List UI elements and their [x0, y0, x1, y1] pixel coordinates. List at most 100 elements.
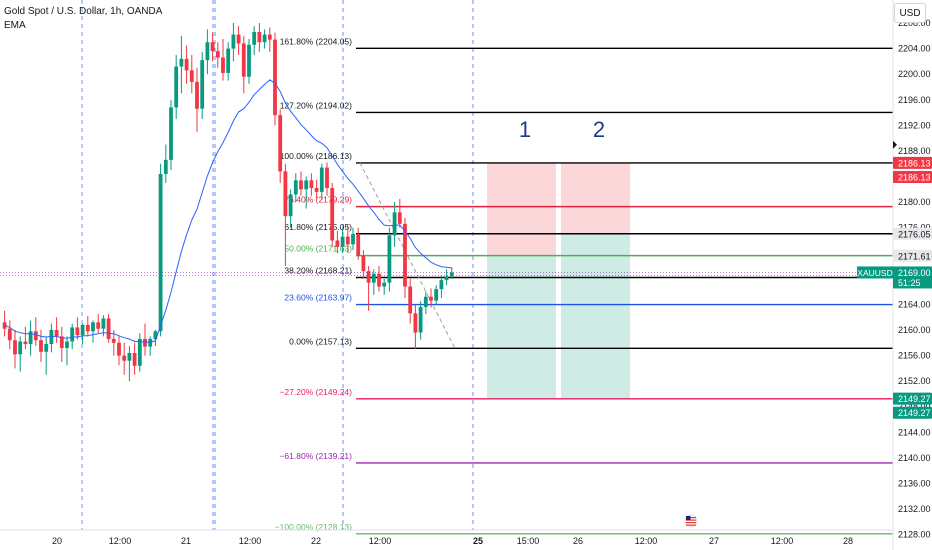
candle [44, 336, 49, 375]
candle [75, 317, 80, 340]
price-label-bg [893, 170, 932, 183]
candle [257, 23, 262, 52]
fib-level-label: 0.00% (2157.13) [289, 336, 352, 346]
candle-body [304, 180, 309, 190]
candle-body [44, 344, 49, 352]
time-tick-label: 28 [843, 536, 853, 546]
price-label-text: 2149.27 [898, 408, 931, 418]
candle-body [200, 60, 205, 109]
candle-body [169, 107, 173, 160]
candle [345, 224, 350, 254]
price-label-text: 2176.05 [898, 229, 931, 239]
candle-body [351, 234, 355, 245]
economic-event-flag-icon [684, 514, 698, 528]
candle [137, 333, 142, 372]
time-tick-label: 20 [52, 536, 62, 546]
fib-level-label: 61.80% (2175.05) [284, 222, 352, 232]
candle [169, 99, 173, 171]
candle-body [335, 240, 340, 247]
candle [371, 269, 376, 295]
candle [7, 320, 12, 350]
candle-body [241, 43, 246, 77]
candle [351, 227, 355, 251]
candle [429, 288, 433, 308]
fib-level-label: −100.00% (2128.13) [275, 522, 352, 532]
candle [39, 330, 43, 362]
candle-body [236, 34, 241, 44]
candle [262, 29, 267, 49]
candle [195, 67, 199, 132]
candle-body [439, 280, 444, 290]
bar-countdown: 51:25 [898, 278, 921, 288]
candle-body [221, 57, 225, 73]
candle [59, 326, 64, 362]
current-price-bg [893, 266, 932, 289]
candle [205, 29, 210, 75]
candle-body [2, 322, 7, 329]
candle-body [148, 338, 153, 347]
price-tick-label: 2200.00 [898, 69, 931, 79]
price-tick-label: 2164.00 [898, 299, 931, 309]
price-tick-label: 2144.00 [898, 427, 931, 437]
candle [408, 278, 413, 324]
candle [158, 163, 163, 337]
candle [106, 314, 111, 343]
price-tick-label: 2156.00 [898, 351, 931, 361]
currency-button[interactable]: USD [894, 3, 926, 23]
candle-body [49, 330, 54, 345]
candle-body [247, 44, 251, 77]
candle-body [91, 322, 95, 332]
price-tick-label: 2204.00 [898, 44, 931, 54]
price-tick-label: 2196.00 [898, 95, 931, 105]
price-label-tag: 2186.13 [893, 170, 932, 183]
candle-body [293, 180, 298, 195]
candle-body [418, 306, 423, 333]
candle-body [397, 212, 402, 224]
time-tick-label: 12:00 [771, 536, 794, 546]
price-label-tag: 2171.61 [893, 249, 932, 262]
fib-level-label: 161.80% (2204.05) [280, 36, 352, 46]
time-tick-label: 27 [709, 536, 719, 546]
candle [293, 173, 298, 203]
candle-body [80, 324, 85, 336]
position-target-zone [561, 233, 630, 399]
price-tick-label: 2180.00 [898, 197, 931, 207]
candle [96, 314, 101, 334]
candle [18, 336, 23, 372]
price-label-tag: 2186.13 [893, 156, 932, 169]
candle [366, 266, 371, 311]
price-label-tag: 2176.05 [893, 227, 932, 240]
candle-body [189, 70, 194, 82]
candle-body [127, 353, 132, 361]
candle [247, 39, 251, 84]
candle-body [288, 194, 293, 217]
price-tick-label: 2140.00 [898, 453, 931, 463]
candle [117, 336, 121, 366]
candle [434, 285, 439, 305]
candle-body [309, 180, 314, 189]
candle [387, 227, 392, 292]
candlesticks [2, 23, 454, 382]
price-tick-label: 2160.00 [898, 325, 931, 335]
price-axis-labels: 2186.13 2186.13 2176.05 2171.61 2149.27 2149.… [893, 156, 932, 419]
candle [241, 35, 246, 94]
candle-body [283, 171, 288, 217]
candle [231, 23, 236, 62]
indicator-label[interactable]: EMA [4, 20, 26, 31]
candle [418, 301, 423, 340]
candle-body [85, 324, 90, 332]
candle [444, 269, 449, 286]
fib-level-label: 76.40% (2179.29) [284, 195, 352, 205]
candle-body [361, 255, 366, 272]
fib-level-label: 127.20% (2194.02) [280, 100, 352, 110]
axis-marker-icon [893, 140, 897, 149]
price-tick-label: 2136.00 [898, 478, 931, 488]
symbol-title[interactable]: Gold Spot / U.S. Dollar, 1h, OANDA [4, 6, 163, 17]
candle-body [7, 328, 12, 341]
candle-body [33, 331, 38, 341]
position-number-label: 1 [519, 117, 531, 142]
candle-body [273, 39, 277, 116]
candle [325, 162, 329, 196]
